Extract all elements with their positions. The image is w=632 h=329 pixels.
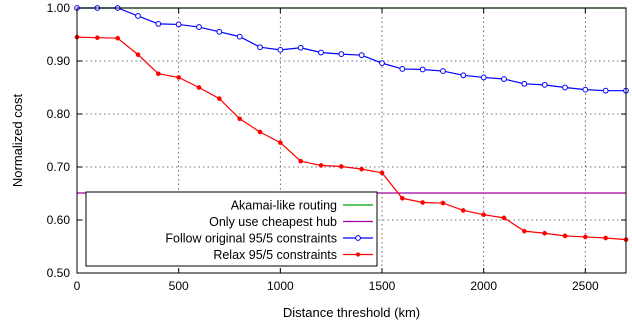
data-point xyxy=(460,72,467,79)
data-point xyxy=(359,166,365,172)
legend-item: Akamai-like routing xyxy=(231,199,373,213)
data-point xyxy=(501,76,507,82)
y-tick-label: 0.70 xyxy=(47,160,71,174)
data-point xyxy=(358,52,365,59)
data-point xyxy=(115,35,121,41)
x-axis-label: Distance threshold (km) xyxy=(283,305,420,320)
y-axis-label: Normalized cost xyxy=(10,94,25,188)
data-point xyxy=(196,85,202,90)
x-tick-label: 1000 xyxy=(267,279,294,293)
data-point xyxy=(237,116,243,122)
axis-ticks: 0 500 1000 1500 2000 2500 0.50 0.60 0.70 0.80 0.90… xyxy=(47,1,626,293)
data-point xyxy=(338,164,344,169)
data-point xyxy=(420,200,426,205)
data-point xyxy=(135,13,141,19)
series-follow-original-95-5-constraints xyxy=(74,5,629,94)
legend-marker xyxy=(355,252,361,257)
legend-box xyxy=(85,191,378,267)
data-point xyxy=(582,86,589,93)
legend-marker xyxy=(355,235,361,241)
y-tick-label: 0.60 xyxy=(47,213,71,227)
data-point xyxy=(155,71,161,77)
data-point xyxy=(216,96,222,101)
data-point xyxy=(277,46,284,53)
legend-label: Follow original 95/5 constraints xyxy=(165,232,337,246)
y-tick-label: 0.50 xyxy=(47,266,71,280)
data-point xyxy=(236,33,243,40)
series-layer xyxy=(74,5,629,242)
legend-item: Follow original 95/5 constraints xyxy=(165,232,373,246)
data-point xyxy=(562,233,568,239)
data-point xyxy=(399,66,406,72)
data-point xyxy=(602,87,609,94)
data-point xyxy=(460,208,466,213)
data-point xyxy=(196,24,202,30)
x-tick-label: 2500 xyxy=(572,279,599,293)
y-tick-label: 0.90 xyxy=(47,54,71,68)
data-point xyxy=(603,235,609,241)
data-point xyxy=(379,60,385,67)
data-point xyxy=(216,28,223,35)
data-point xyxy=(521,228,527,234)
data-point xyxy=(297,44,304,51)
x-tick-label: 0 xyxy=(74,279,81,293)
legend-label: Akamai-like routing xyxy=(231,199,337,213)
series-line xyxy=(77,7,626,92)
data-point xyxy=(338,51,345,58)
series-relax-95-5-constraints xyxy=(74,34,629,242)
data-point xyxy=(135,52,141,57)
data-point xyxy=(440,200,446,206)
x-tick-label: 2000 xyxy=(470,279,497,293)
legend-item: Only use cheapest hub xyxy=(209,215,373,229)
x-tick-label: 500 xyxy=(169,279,189,293)
data-point xyxy=(94,35,100,41)
legend-label: Relax 95/5 constraints xyxy=(213,248,337,262)
data-point xyxy=(176,75,182,80)
flat-series-layer xyxy=(77,7,626,194)
data-point xyxy=(257,129,263,135)
data-point xyxy=(582,234,588,240)
data-point xyxy=(399,195,405,201)
data-point xyxy=(481,212,487,218)
data-point xyxy=(541,81,548,88)
series-line xyxy=(76,36,627,241)
data-point xyxy=(318,49,324,56)
data-point xyxy=(542,230,548,236)
data-point xyxy=(521,80,528,87)
data-point xyxy=(298,158,304,164)
data-point xyxy=(440,68,446,74)
data-point xyxy=(318,163,324,168)
legend-label: Only use cheapest hub xyxy=(209,215,337,229)
data-point xyxy=(562,84,568,91)
data-point xyxy=(480,74,487,81)
data-point xyxy=(419,66,426,73)
data-point xyxy=(501,215,507,221)
x-tick-label: 1500 xyxy=(369,279,396,293)
legend-item: Relax 95/5 constraints xyxy=(213,248,373,262)
data-point xyxy=(257,44,263,51)
legend: Akamai-like routing Only use cheapest hub… xyxy=(85,191,378,267)
data-point xyxy=(379,170,385,176)
data-point xyxy=(175,21,182,28)
y-tick-label: 1.00 xyxy=(47,1,71,15)
data-point xyxy=(277,140,283,145)
plot-frame xyxy=(76,7,627,274)
data-point xyxy=(155,21,162,27)
y-tick-label: 0.80 xyxy=(47,107,71,121)
